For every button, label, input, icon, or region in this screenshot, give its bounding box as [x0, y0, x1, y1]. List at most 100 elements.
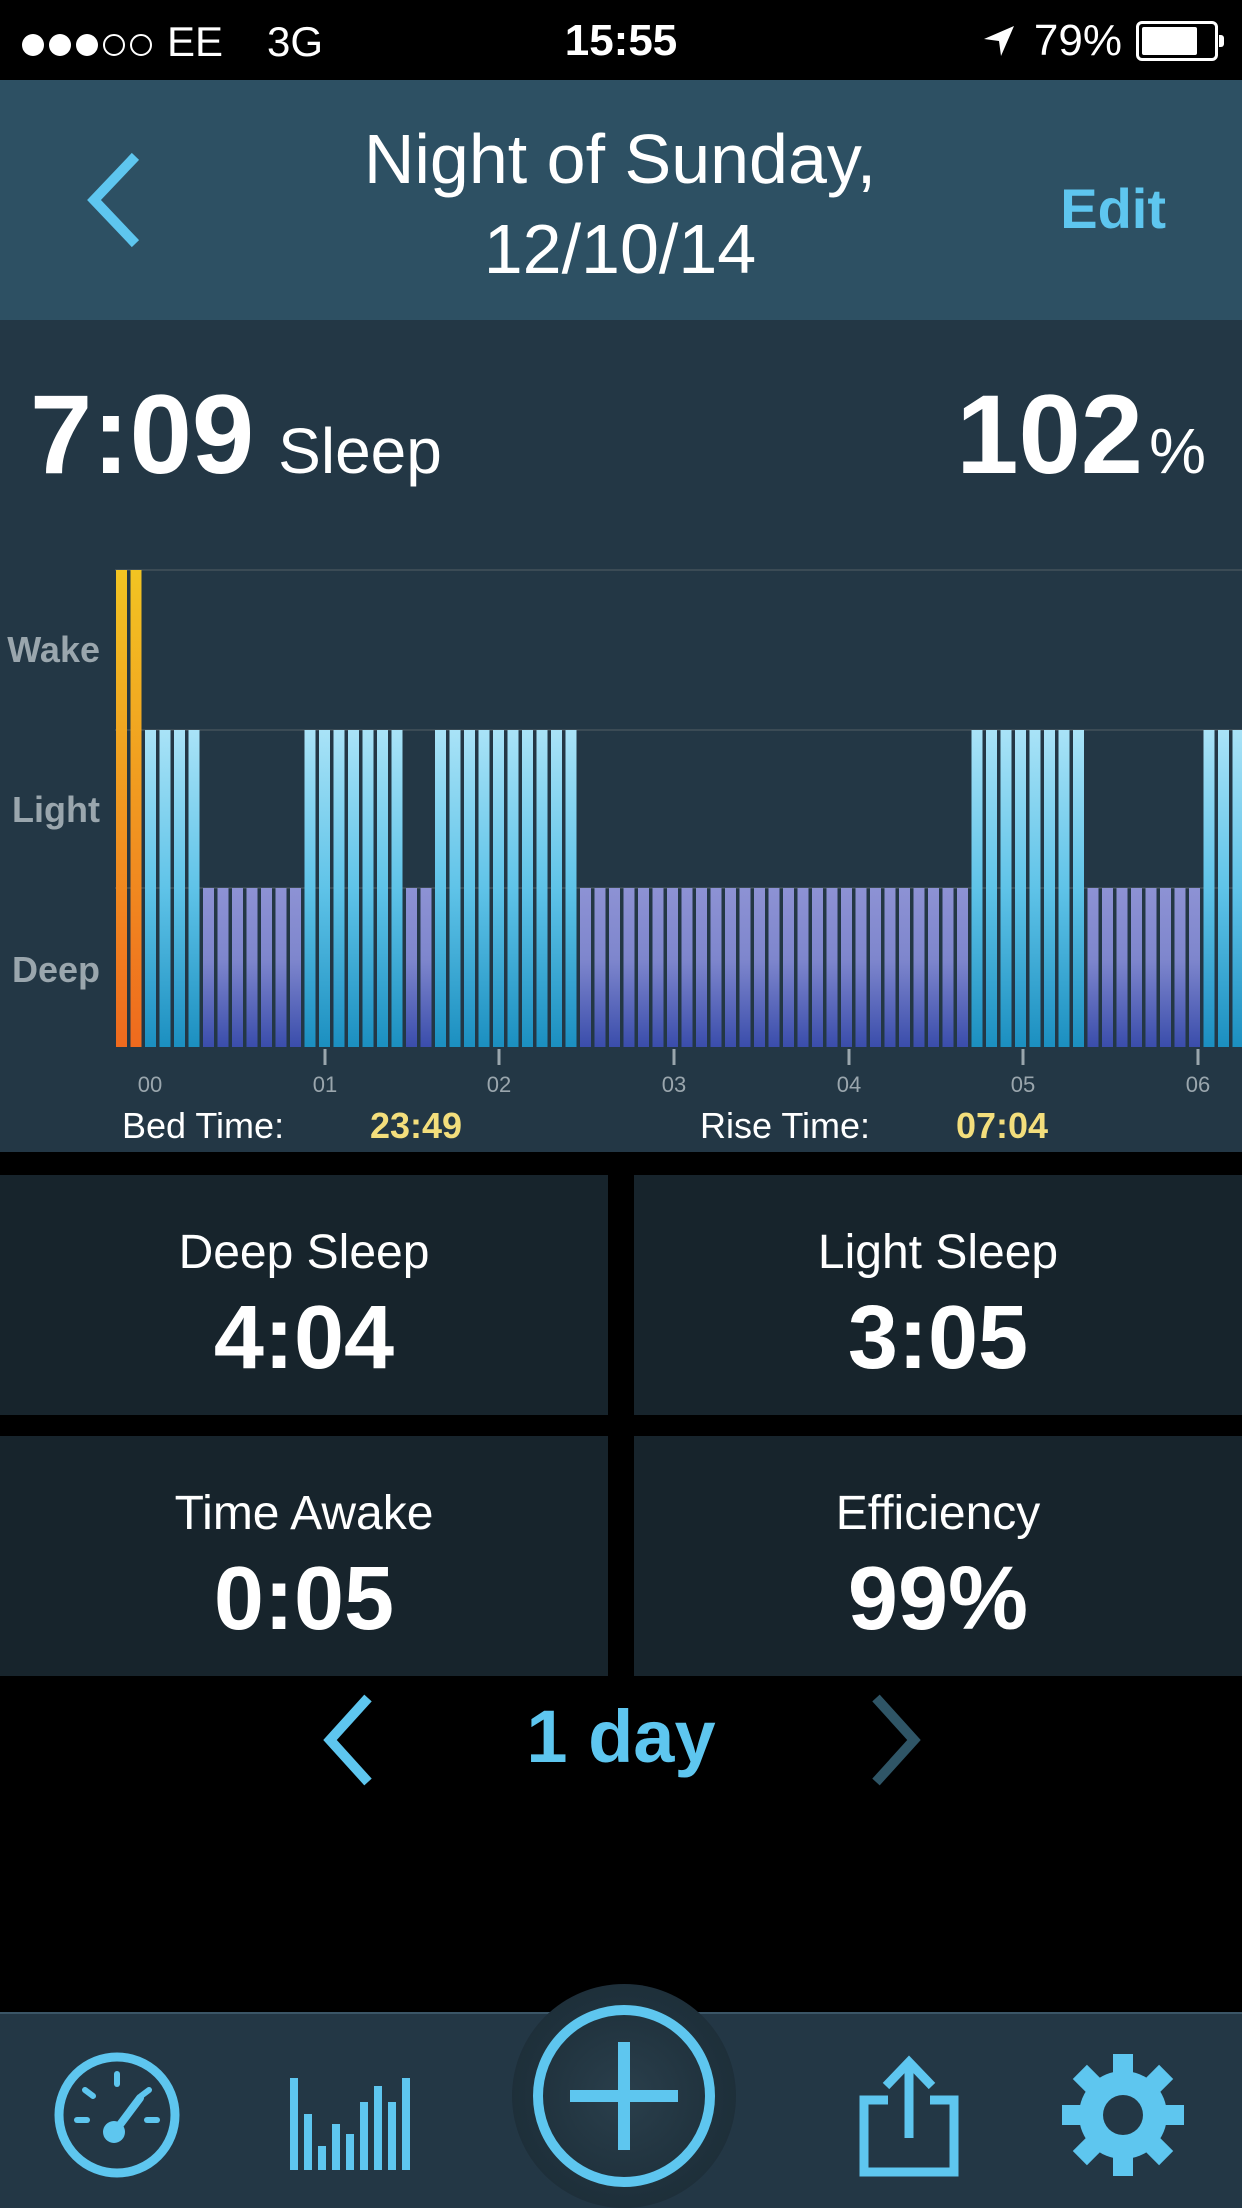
x-tick-label: 04 [837, 1072, 861, 1097]
sleep-bar-wake [130, 570, 142, 1047]
sleep-bar-deep [812, 888, 823, 1047]
sleep-bar-deep [928, 888, 939, 1047]
sleep-bar-deep [652, 888, 664, 1047]
sleep-bar-deep [580, 888, 591, 1047]
sleep-bar-deep [913, 888, 925, 1047]
sleep-stage-chart[interactable]: Deep Light Wake 00 01 02 03 04 05 06 [0, 545, 1242, 1105]
sleep-bar-light [971, 730, 983, 1047]
battery-icon [1136, 21, 1224, 61]
rise-time-label: Rise Time: [700, 1105, 871, 1146]
page-title-line2: 12/10/14 [483, 210, 757, 288]
light-sleep-label: Light Sleep [817, 1226, 1059, 1279]
sleep-bar-light [377, 730, 388, 1047]
sleep-bar-light [319, 730, 330, 1047]
x-tick-label: 00 [138, 1072, 162, 1097]
sleep-goal-percent: 102 % [956, 370, 1206, 499]
nav-header: Night of Sunday, 12/10/14 Edit [0, 80, 1242, 320]
efficiency-label: Efficiency [835, 1487, 1041, 1540]
edit-button[interactable]: Edit [1060, 177, 1166, 240]
light-sleep-tile[interactable]: Light Sleep 3:05 [634, 1175, 1242, 1415]
sleep-bar-deep [217, 888, 229, 1047]
sleep-bar-deep [609, 888, 620, 1047]
sleep-bar-light [522, 730, 533, 1047]
sleep-bar-light [304, 730, 316, 1047]
sleep-bar-deep [232, 888, 243, 1047]
sleep-bar-light [348, 730, 359, 1047]
sleep-bar-wake [116, 570, 127, 1047]
sleep-bar-light [174, 730, 185, 1047]
efficiency-tile[interactable]: Efficiency 99% [634, 1436, 1242, 1676]
sleep-bar-light [493, 730, 504, 1047]
sleep-bar-light [478, 730, 490, 1047]
sleep-bar-light [362, 730, 374, 1047]
gear-icon[interactable] [1058, 2050, 1188, 2180]
sleep-bar-deep [1160, 888, 1171, 1047]
sleep-bar-deep [1189, 888, 1200, 1047]
sleep-bar-light [464, 730, 475, 1047]
previous-period-chevron-icon[interactable] [316, 1690, 382, 1790]
next-period-chevron-icon[interactable] [862, 1690, 928, 1790]
sleep-bar-light [159, 730, 171, 1047]
sleep-bar-deep [290, 888, 301, 1047]
sleep-bar-deep [710, 888, 722, 1047]
back-chevron-icon[interactable] [80, 150, 150, 250]
sleep-bar-deep [783, 888, 794, 1047]
sleep-bar-deep [681, 888, 693, 1047]
total-sleep-value: 7:09 [30, 372, 255, 497]
y-label-wake: Wake [7, 629, 100, 670]
sleep-bar-light [565, 730, 577, 1047]
x-tick-label: 02 [487, 1072, 511, 1097]
light-sleep-value: 3:05 [847, 1288, 1029, 1388]
chart-x-axis: 00 01 02 03 04 05 06 [138, 1049, 1210, 1097]
period-label[interactable]: 1 day [526, 1695, 716, 1778]
rise-time-value: 07:04 [956, 1105, 1049, 1146]
sleep-bar-light [1218, 730, 1229, 1047]
sleep-bar-light [1203, 730, 1215, 1047]
sleep-bar-deep [696, 888, 707, 1047]
sleep-bar-deep [739, 888, 751, 1047]
x-tick-label: 03 [662, 1072, 686, 1097]
share-icon[interactable] [848, 2050, 978, 2180]
sleep-bar-deep [768, 888, 780, 1047]
deep-sleep-tile[interactable]: Deep Sleep 4:04 [0, 1175, 608, 1415]
sleep-bar-deep [884, 888, 896, 1047]
percent-unit: % [1149, 415, 1206, 487]
signal-strength-icon [22, 18, 157, 66]
sleep-bar-deep [203, 888, 214, 1047]
sleep-bar-deep [246, 888, 258, 1047]
sleep-bar-light [1000, 730, 1012, 1047]
status-bar: EE 3G 15:55 79% [0, 0, 1242, 80]
sleep-bar-deep [957, 888, 968, 1047]
carrier-name: EE [167, 18, 224, 65]
sleep-bar-light [507, 730, 519, 1047]
sleep-bar-deep [275, 888, 287, 1047]
sleep-bar-deep [420, 888, 432, 1047]
deep-sleep-label: Deep Sleep [178, 1226, 430, 1279]
sleep-bar-light [1073, 730, 1084, 1047]
sleep-bar-deep [623, 888, 635, 1047]
x-tick-label: 01 [313, 1072, 337, 1097]
sleep-bar-light [391, 730, 403, 1047]
sleep-bar-deep [797, 888, 809, 1047]
sleep-bar-deep [754, 888, 765, 1047]
add-icon[interactable] [512, 1984, 736, 2208]
sleep-bar-deep [855, 888, 867, 1047]
time-awake-tile[interactable]: Time Awake 0:05 [0, 1436, 608, 1676]
sleep-bar-deep [841, 888, 852, 1047]
chart-y-labels: Deep Light Wake [7, 629, 100, 990]
speedometer-icon[interactable] [52, 2050, 182, 2180]
battery-percent: 79% [1033, 16, 1122, 65]
sleep-bar-deep [1116, 888, 1128, 1047]
sleep-bar-deep [1102, 888, 1113, 1047]
chart-bars [116, 570, 1242, 1047]
add-button[interactable] [512, 1984, 736, 2208]
sleep-bar-deep [725, 888, 736, 1047]
sleep-bar-deep [1174, 888, 1186, 1047]
sleep-bar-light [188, 730, 200, 1047]
y-label-light: Light [12, 789, 100, 830]
bar-chart-icon[interactable] [284, 2050, 414, 2180]
sleep-bar-deep [942, 888, 954, 1047]
deep-sleep-value: 4:04 [213, 1288, 395, 1388]
bed-time-label: Bed Time: [122, 1105, 285, 1146]
bed-time-value: 23:49 [370, 1105, 463, 1146]
